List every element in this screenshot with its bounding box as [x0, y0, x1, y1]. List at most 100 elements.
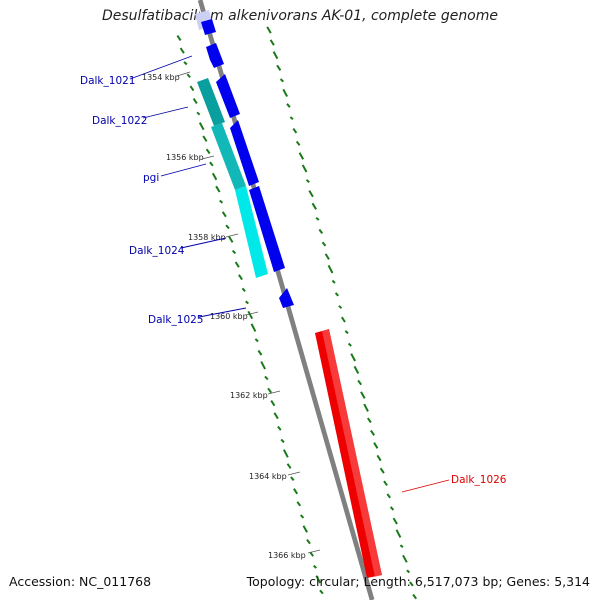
tick-line-1362 — [267, 390, 281, 395]
gc-outer-dash-41 — [399, 544, 404, 548]
tick-label-1366: 1366 kbp — [268, 551, 306, 560]
gc-content-track — [176, 26, 418, 600]
gc-outer-dash-11 — [301, 164, 308, 173]
tick-line-1366 — [307, 549, 321, 554]
gc-outer-dash-36 — [383, 480, 388, 486]
gc-outer-dash-6 — [286, 103, 291, 108]
gc-outer-dash-1 — [269, 39, 275, 46]
gc-inner-dash-34 — [286, 463, 292, 469]
gene-pgi[interactable] — [230, 120, 259, 186]
gene-dalk-1025[interactable] — [279, 288, 294, 308]
gc-outer-dash-21 — [334, 292, 340, 297]
gc-inner-dash-0 — [176, 35, 182, 41]
gene-dalk-1026-shade — [322, 329, 382, 577]
gc-outer-dash-30 — [363, 403, 369, 412]
gene-dalk-1022[interactable] — [216, 74, 240, 118]
gc-outer-dash-9 — [295, 140, 301, 146]
gc-outer-dash-28 — [357, 379, 363, 386]
label-dalk-1024[interactable]: Dalk_1024 — [129, 245, 185, 257]
label-pgi[interactable]: pgi — [143, 172, 159, 184]
gene-dalk-1024[interactable] — [249, 186, 285, 272]
gc-outer-dash-14 — [311, 202, 317, 210]
gene-top[interactable] — [201, 19, 216, 35]
gc-inner-dash-32 — [280, 438, 285, 444]
gc-inner-dash-42 — [313, 564, 317, 569]
kbp-ticks: 1354 kbp 1356 kbp 1358 kbp 1360 kbp 1362… — [142, 71, 321, 560]
gc-outer-dash-37 — [386, 493, 391, 499]
gc-inner-dash-14 — [221, 211, 227, 218]
gc-inner-dash-40 — [306, 538, 311, 545]
label-dalk-1021[interactable]: Dalk_1021 — [80, 75, 136, 87]
tick-line-1354 — [176, 71, 191, 77]
cds-pgi[interactable] — [211, 123, 246, 190]
gene-labels: Dalk_1021 Dalk_1022 pgi Dalk_1024 Dalk_1… — [80, 55, 507, 493]
gc-inner-dash-4 — [189, 85, 195, 92]
gc-inner-dash-16 — [228, 235, 234, 243]
cds-dalk-1022[interactable] — [197, 78, 225, 126]
gc-inner-dash-30 — [273, 412, 279, 420]
gc-inner-dash-26 — [260, 361, 266, 370]
gc-inner-dash-21 — [245, 300, 249, 305]
gc-inner-dash-39 — [302, 525, 308, 533]
gc-inner-dash-20 — [241, 287, 246, 292]
tick-line-1356 — [201, 155, 215, 160]
gc-outer-dash-31 — [366, 417, 372, 424]
tick-label-1364: 1364 kbp — [249, 472, 287, 481]
gc-inner-dash-12 — [215, 185, 221, 193]
gc-outer-dash-23 — [340, 316, 346, 323]
label-dalk-1026[interactable]: Dalk_1026 — [451, 474, 507, 486]
gene-tracks — [195, 0, 382, 600]
label-dalk-1022[interactable]: Dalk_1022 — [92, 115, 148, 127]
gc-inner-dash-27 — [264, 375, 269, 381]
accession-text: Accession: NC_011768 — [9, 574, 152, 589]
gc-outer-dash-0 — [266, 26, 272, 34]
gc-inner-dash-29 — [270, 400, 276, 407]
genome-summary-text: Topology: circular; Length: 6,517,073 bp… — [246, 574, 590, 589]
gc-outer-dash-15 — [315, 216, 320, 221]
gc-outer-dash-19 — [327, 264, 334, 274]
gc-outer-dash-25 — [347, 342, 352, 347]
gc-outer-dash-26 — [350, 353, 356, 362]
gene-dalk-1021[interactable] — [206, 43, 224, 68]
gc-inner-dash-31 — [277, 425, 282, 431]
gc-outer-dash-45 — [412, 593, 418, 600]
gc-outer-dash-7 — [289, 116, 294, 121]
gc-outer-dash-18 — [324, 253, 330, 260]
gc-outer-dash-3 — [276, 64, 282, 71]
gc-outer-dash-12 — [305, 179, 310, 184]
gc-outer-dash-44 — [409, 581, 414, 587]
gc-outer-dash-29 — [360, 391, 366, 399]
gc-inner-dash-22 — [247, 310, 254, 320]
tick-line-1358 — [225, 233, 239, 238]
leader-dalk-1021 — [129, 55, 193, 80]
gc-inner-dash-38 — [299, 514, 305, 519]
gc-outer-dash-38 — [389, 506, 395, 511]
gc-inner-dash-11 — [211, 172, 218, 181]
leader-dalk-1024 — [180, 237, 227, 249]
gc-outer-dash-39 — [392, 517, 398, 525]
gc-inner-dash-18 — [234, 261, 240, 268]
gc-outer-dash-33 — [373, 442, 379, 449]
gc-outer-dash-20 — [331, 279, 336, 284]
gc-outer-dash-8 — [292, 128, 298, 134]
gc-outer-dash-16 — [318, 228, 324, 235]
gc-inner-dash-17 — [231, 249, 237, 255]
label-dalk-1025[interactable]: Dalk_1025 — [148, 314, 204, 326]
tick-line-1360 — [245, 311, 259, 316]
cds-dalk-1024[interactable] — [235, 186, 268, 278]
gc-outer-dash-17 — [321, 241, 327, 247]
leader-dalk-1025 — [198, 307, 247, 318]
gc-inner-dash-13 — [219, 199, 224, 204]
gc-inner-dash-19 — [238, 274, 243, 281]
tick-label-1358: 1358 kbp — [188, 233, 226, 242]
tick-label-1354: 1354 kbp — [142, 73, 180, 82]
tick-line-1364 — [287, 471, 301, 476]
gc-outer-dash-27 — [353, 365, 360, 374]
tick-label-1362: 1362 kbp — [230, 391, 268, 400]
leader-dalk-1022 — [142, 106, 189, 119]
gc-inner-dash-37 — [296, 501, 302, 507]
gc-inner-dash-36 — [293, 488, 299, 495]
gc-inner-dash-2 — [183, 61, 188, 66]
gc-inner-dash-24 — [254, 338, 259, 343]
